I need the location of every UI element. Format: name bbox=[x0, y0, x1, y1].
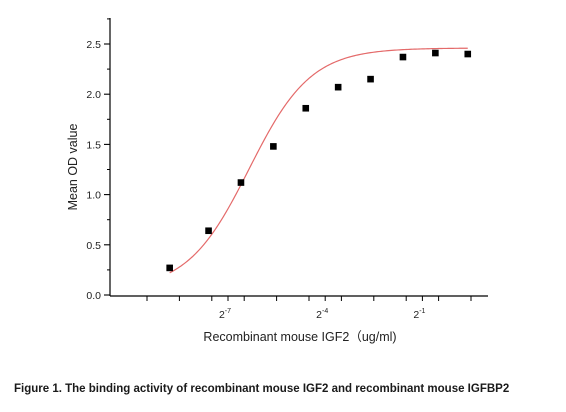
data-point bbox=[237, 179, 245, 186]
data-point bbox=[270, 143, 277, 150]
data-point bbox=[367, 75, 374, 83]
x-tick-label: 2-7 bbox=[219, 308, 231, 321]
y-tick-label: 2.0 bbox=[86, 89, 101, 101]
data-point bbox=[432, 49, 439, 57]
data-point bbox=[205, 227, 212, 235]
x-axis: 2-7 2-4 2-1 bbox=[110, 295, 488, 321]
data-point bbox=[166, 264, 173, 272]
y-axis: 0.0 0.5 1.0 1.5 2.0 2.5 bbox=[86, 18, 111, 302]
y-tick-label: 1.5 bbox=[86, 139, 101, 151]
data-point bbox=[464, 50, 472, 58]
x-tick-label: 2-1 bbox=[413, 308, 425, 321]
x-axis-label: Recombinant mouse IGF2（ug/ml) bbox=[203, 330, 396, 344]
x-tick-label: 2-4 bbox=[316, 308, 328, 321]
y-tick-label: 2.5 bbox=[86, 39, 101, 51]
data-point bbox=[302, 104, 310, 112]
data-points bbox=[166, 49, 472, 272]
figure-caption: Figure 1. The binding activity of recomb… bbox=[14, 383, 510, 395]
y-tick-label: 0.0 bbox=[86, 290, 101, 302]
data-point bbox=[399, 53, 407, 61]
chart: 0.0 0.5 1.0 1.5 2.0 2.5 2-7 2-4 2-1 Recombinant… bbox=[66, 18, 488, 344]
y-axis-label: Mean OD value bbox=[66, 124, 80, 211]
y-tick-label: 1.0 bbox=[86, 190, 101, 202]
y-tick-label: 0.5 bbox=[86, 240, 101, 252]
fit-curve bbox=[169, 47, 468, 274]
data-point bbox=[334, 83, 342, 91]
